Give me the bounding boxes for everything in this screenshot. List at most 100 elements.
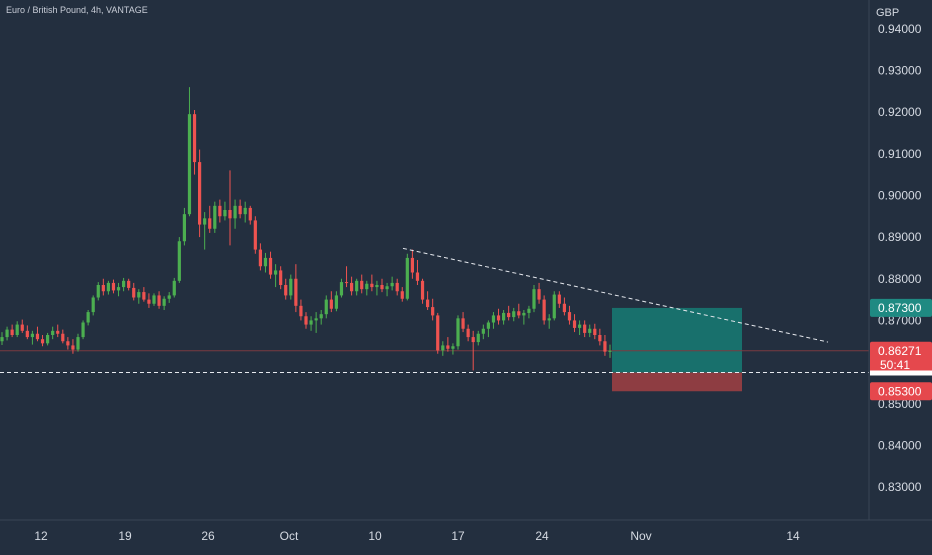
candle-body — [263, 257, 268, 267]
target-price-text: 0.87300 — [878, 301, 922, 315]
time-tick-label[interactable]: 24 — [535, 529, 549, 543]
target-zone[interactable] — [612, 307, 742, 373]
candle-body — [213, 205, 217, 229]
candle-body — [46, 335, 50, 344]
price-tick-label[interactable]: 0.89000 — [878, 230, 922, 244]
candle-body — [40, 339, 45, 344]
candle-body — [355, 280, 359, 292]
stop-price-text: 0.85300 — [878, 384, 922, 398]
time-tick-label[interactable]: 12 — [34, 529, 48, 543]
candle-body — [56, 330, 60, 334]
time-tick-label[interactable]: 14 — [786, 529, 800, 543]
candle-body — [157, 295, 161, 306]
candle-body — [572, 320, 577, 328]
time-tick-label[interactable]: Oct — [280, 529, 299, 543]
candle-body — [567, 312, 572, 321]
price-tick-label[interactable]: 0.83000 — [878, 480, 922, 494]
candle-body — [152, 295, 156, 304]
candle-body — [370, 283, 374, 288]
price-tick-label[interactable]: 0.90000 — [878, 188, 922, 202]
candle-body — [172, 280, 176, 296]
candle-body — [86, 312, 90, 323]
candle-body — [279, 270, 283, 285]
candle-body — [319, 314, 323, 319]
candle-body — [562, 303, 566, 313]
candle-body — [583, 324, 587, 333]
candle-body — [122, 280, 126, 288]
candle-body — [522, 312, 526, 316]
price-tick-label[interactable]: 0.91000 — [878, 147, 922, 161]
candle-body — [410, 257, 414, 273]
candle-body — [385, 286, 389, 290]
candle-body — [25, 330, 29, 338]
candle-body — [517, 311, 521, 316]
candle-body — [294, 278, 298, 306]
candle-body — [350, 282, 354, 292]
candle-body — [552, 294, 556, 319]
price-tick-label[interactable]: 0.92000 — [878, 105, 922, 119]
candle-body — [111, 282, 116, 291]
candle-body — [329, 299, 333, 309]
time-tick-label[interactable]: 10 — [368, 529, 382, 543]
candles — [0, 87, 612, 371]
candle-body — [284, 285, 288, 296]
candle-body — [496, 315, 501, 321]
candle-body — [223, 210, 227, 217]
candle-body — [476, 333, 480, 343]
candle-body — [228, 210, 232, 219]
candle-body — [248, 207, 252, 221]
candle-body — [527, 308, 531, 313]
stop-zone[interactable] — [612, 372, 742, 392]
price-tick-label[interactable]: 0.93000 — [878, 63, 922, 77]
candle-body — [461, 318, 465, 329]
entry-price-tag — [870, 370, 932, 376]
price-tick-label[interactable]: 0.84000 — [878, 438, 922, 452]
time-axis-ticks[interactable]: 12 19 26 Oct 10 17 24 Nov 14 — [34, 529, 800, 543]
candle-body — [420, 280, 425, 300]
candle-body — [30, 333, 34, 338]
reference-lines — [0, 350, 869, 373]
candle-body — [405, 257, 409, 299]
candle-body — [451, 346, 455, 349]
candle-body — [187, 114, 192, 215]
time-tick-label[interactable]: 17 — [451, 529, 465, 543]
countdown-text: 50:41 — [880, 358, 910, 372]
descending-trendline[interactable] — [402, 247, 829, 343]
candle-body — [192, 114, 197, 163]
time-tick-label[interactable]: 26 — [201, 529, 215, 543]
candle-body — [268, 257, 273, 275]
candle-body — [314, 318, 318, 321]
candle-body — [390, 282, 394, 287]
candle-body — [395, 282, 399, 292]
candle-body — [598, 335, 602, 342]
position-boxes[interactable] — [612, 307, 742, 392]
candle-body — [91, 297, 95, 313]
candle-body — [532, 289, 536, 309]
candle-body — [0, 337, 4, 342]
candle-body — [431, 307, 435, 316]
candle-body — [218, 205, 222, 217]
candle-body — [81, 322, 85, 338]
candle-body — [15, 324, 19, 335]
trendline[interactable] — [402, 247, 829, 343]
candle-body — [608, 350, 612, 352]
time-tick-label[interactable]: Nov — [630, 529, 651, 543]
candle-body — [258, 249, 262, 267]
candle-body — [593, 328, 597, 335]
candle-body — [471, 337, 475, 343]
candle-body — [324, 299, 328, 315]
price-tick-label[interactable]: 0.88000 — [878, 272, 922, 286]
candle-body — [243, 207, 247, 215]
candle-body — [10, 329, 14, 335]
time-tick-label[interactable]: 19 — [118, 529, 132, 543]
candle-body — [208, 218, 212, 229]
candle-body — [182, 214, 186, 242]
price-tick-label[interactable]: 0.94000 — [878, 22, 922, 36]
candle-body — [238, 205, 242, 215]
last-price-text: 0.86271 — [878, 344, 922, 358]
candle-body — [578, 324, 582, 328]
candle-body — [96, 285, 100, 298]
